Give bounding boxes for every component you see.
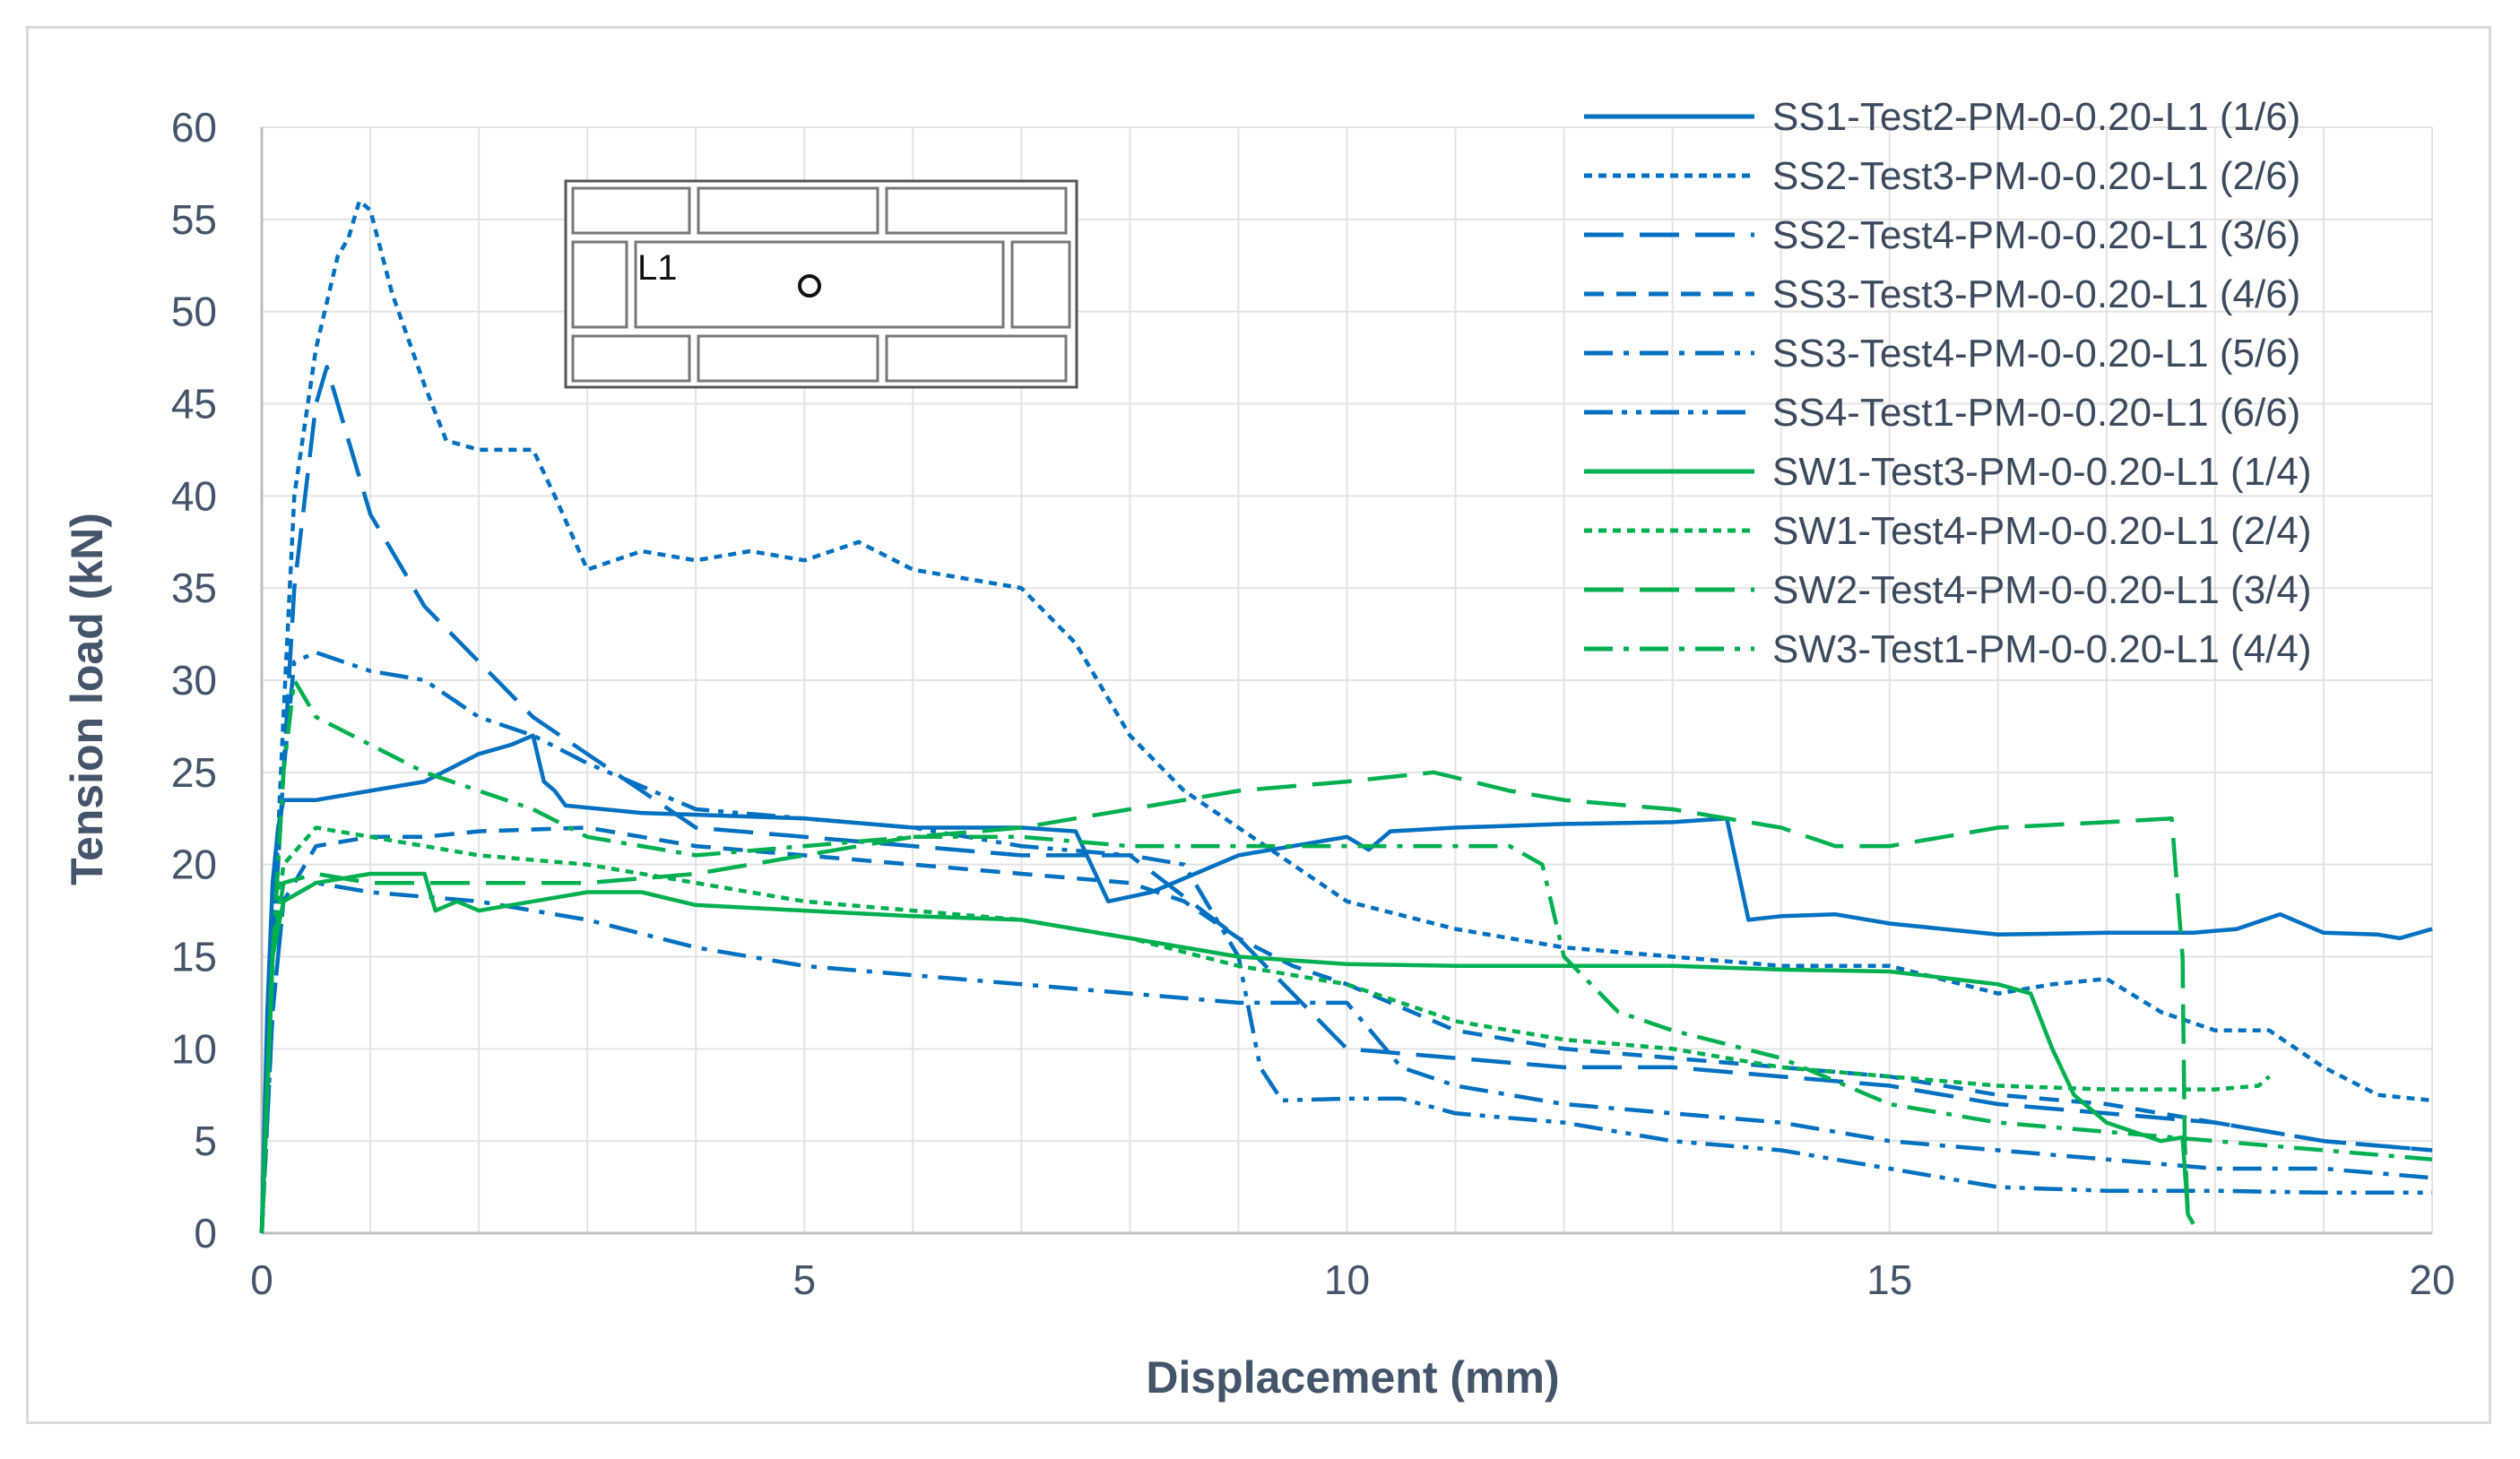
legend-label-3: SS2-Test4-PM-0-0.20-L1 (3/6): [1772, 213, 2300, 257]
series-line-8: [259, 825, 2271, 1234]
legend-label-4: SS3-Test3-PM-0-0.20-L1 (4/6): [1772, 272, 2300, 316]
y-tick-label: 50: [171, 289, 217, 335]
legend-label-10: SW3-Test1-PM-0-0.20-L1 (4/4): [1772, 627, 2312, 671]
x-tick-label: 15: [1866, 1256, 1912, 1303]
legend-label-9: SW2-Test4-PM-0-0.20-L1 (3/4): [1772, 568, 2312, 612]
x-tick-label: 10: [1324, 1256, 1370, 1303]
y-tick-label: 35: [171, 565, 217, 611]
chart-frame: 0 5 10 15 20 0 5 10 15 20 25 30 35 40 45 50 55 60 L1 Disp…: [26, 26, 2491, 1424]
legend: SS1-Test2-PM-0-0.20-L1 (1/6) SS2-Test3-PM…: [1584, 95, 2312, 671]
y-tick-label: 45: [171, 381, 217, 427]
y-axis-title: Tension load (kN): [62, 513, 112, 885]
series-layer: [259, 199, 2433, 1234]
y-tick-label: 25: [171, 749, 217, 796]
legend-label-5: SS3-Test4-PM-0-0.20-L1 (5/6): [1772, 332, 2300, 376]
y-tick-label: 55: [171, 196, 217, 243]
x-tick-label: 0: [250, 1256, 273, 1303]
legend-label-2: SS2-Test3-PM-0-0.20-L1 (2/6): [1772, 154, 2300, 198]
series-line-6: [259, 650, 2432, 1234]
legend-label-6: SS4-Test1-PM-0-0.20-L1 (6/6): [1772, 391, 2300, 435]
y-tick-label: 30: [171, 657, 217, 704]
legend-label-7: SW1-Test3-PM-0-0.20-L1 (1/4): [1772, 450, 2312, 494]
series-line-2: [259, 199, 2433, 1234]
series-line-3: [259, 365, 2433, 1234]
series-line-4: [259, 825, 2433, 1234]
legend-label-1: SS1-Test2-PM-0-0.20-L1 (1/6): [1772, 95, 2300, 139]
y-tick-label: 10: [171, 1025, 217, 1072]
y-tick-label: 60: [171, 104, 217, 151]
line-chart: 0 5 10 15 20 0 5 10 15 20 25 30 35 40 45 50 55 60 L1 Disp…: [62, 95, 2455, 1403]
inset-label: L1: [637, 248, 678, 288]
y-tick-label: 15: [171, 934, 217, 980]
x-axis-title: Displacement (mm): [1146, 1352, 1559, 1403]
series-line-10: [259, 678, 2433, 1234]
y-tick-label: 5: [194, 1118, 217, 1164]
y-tick-label: 0: [194, 1210, 217, 1256]
y-tick-label: 40: [171, 472, 217, 519]
series-line-7: [259, 871, 2195, 1234]
inset-brick-diagram: L1: [564, 179, 1078, 389]
series-line-9: [259, 770, 2190, 1234]
x-tick-label: 5: [792, 1256, 816, 1303]
series-line-1: [259, 733, 2433, 1234]
x-tick-label: 20: [2409, 1256, 2455, 1303]
y-tick-label: 20: [171, 842, 217, 888]
axes-layer: 0 5 10 15 20 0 5 10 15 20 25 30 35 40 45 50 55 60: [171, 104, 2455, 1303]
anchor-point-marker: [798, 274, 821, 298]
series-line-5: [259, 880, 2433, 1234]
legend-label-8: SW1-Test4-PM-0-0.20-L1 (2/4): [1772, 509, 2312, 553]
